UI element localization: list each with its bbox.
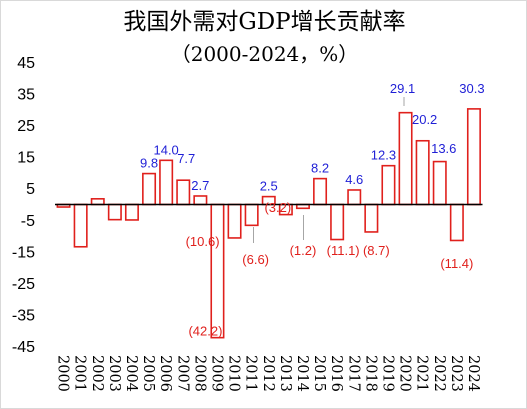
x-tick-label: 2000 [55,355,71,392]
bar-2008 [193,195,208,206]
data-label-2011: (6.6) [242,252,269,267]
y-tick-label: -35 [12,307,35,324]
data-label-2020: 29.1 [390,81,415,96]
bar-2011 [244,203,259,227]
x-tick-label: 2020 [397,355,413,392]
bars [56,108,481,339]
data-label-2009: (42.2) [188,324,222,339]
y-tick-label: 45 [17,55,35,72]
data-label-2006: 14.0 [153,142,178,157]
x-tick-label: 2011 [243,355,259,392]
y-tick-label: 25 [17,118,35,135]
x-tick-label: 2005 [140,355,156,392]
data-label-2014: (1.2) [290,243,317,258]
y-tick-label: 15 [17,150,35,167]
y-tick-label: -15 [12,244,35,261]
y-tick-label: 5 [26,181,35,198]
bar-2010 [227,203,242,239]
chart-subtitle: （2000-2024，%） [170,42,359,66]
x-tick-label: 2012 [260,355,276,392]
bar-2021 [415,139,430,206]
x-tick-label: 2019 [379,355,395,392]
data-label-2013: (3.2) [264,200,291,215]
data-labels: 9.814.07.7 2.7 (42.2) (10.6) (6.6) 2.5 (3.2) (1… [140,81,485,339]
y-axis-ticks: 45 35 25 15 5 -5 -15 -25 -35 -45 [12,55,35,356]
data-label-2022: 13.6 [431,141,456,156]
bar-2022 [432,160,447,206]
x-axis-ticks: 2000 2001 2002 2003 2004 2005 2006 2007 2008 2009… [55,355,481,392]
y-tick-label: -5 [21,213,35,230]
x-tick-label: 2013 [277,355,293,392]
data-label-2018: (8.7) [363,243,390,258]
y-tick-label: -45 [12,339,35,356]
chart-title: 我国外需对GDP增长贡献率 [123,9,406,35]
bar-2017 [347,189,362,206]
x-tick-label: 2021 [414,355,430,392]
x-tick-label: 2015 [311,355,327,392]
bar-2024 [466,108,481,206]
x-tick-label: 2002 [89,355,105,392]
x-tick-label: 2001 [72,355,88,392]
bar-2002 [90,198,105,206]
x-tick-label: 2007 [174,355,190,392]
data-label-2005: 9.8 [140,156,158,171]
bar-2006 [159,159,174,206]
bar-2003 [107,203,122,221]
bar-2001 [73,203,88,248]
bar-2018 [364,203,379,233]
data-label-2017: 4.6 [345,172,363,187]
x-tick-label: 2014 [294,355,310,392]
data-label-2008: 2.7 [191,178,209,193]
y-tick-label: 35 [17,87,35,104]
bar-2009 [210,203,225,339]
bar-2005 [142,172,157,206]
data-label-2016: (11.1) [327,243,360,258]
x-tick-label: 2018 [362,355,378,392]
x-tick-label: 2022 [431,355,447,392]
x-tick-label: 2024 [465,355,481,392]
data-label-2012: 2.5 [260,179,278,194]
bar-2007 [176,179,191,206]
x-tick-label: 2017 [345,355,361,392]
x-tick-label: 2010 [226,355,242,392]
data-label-2015: 8.2 [311,161,329,176]
bar-2020 [398,111,413,206]
data-label-2019: 12.3 [371,148,396,163]
bar-2015 [313,177,328,206]
data-label-2021: 20.2 [412,112,437,127]
label-leader-lines [253,97,405,243]
x-tick-label: 2003 [106,355,122,392]
y-tick-label: -25 [12,276,35,293]
data-label-2024: 30.3 [459,81,484,96]
bar-2004 [124,203,139,221]
data-label-2023: (11.4) [440,256,473,271]
x-tick-label: 2016 [328,355,344,392]
x-tick-label: 2008 [191,355,207,392]
data-label-2010: (10.6) [186,234,220,249]
bar-2023 [449,203,464,242]
x-tick-label: 2006 [157,355,173,392]
title-block: 我国外需对GDP增长贡献率 （2000-2024，%） [1,5,526,69]
bar-2019 [381,164,396,206]
x-tick-label: 2009 [208,355,224,392]
x-tick-label: 2004 [123,355,139,392]
x-tick-label: 2023 [448,355,464,392]
bar-2016 [330,203,345,241]
data-label-2007: 7.7 [177,151,195,166]
